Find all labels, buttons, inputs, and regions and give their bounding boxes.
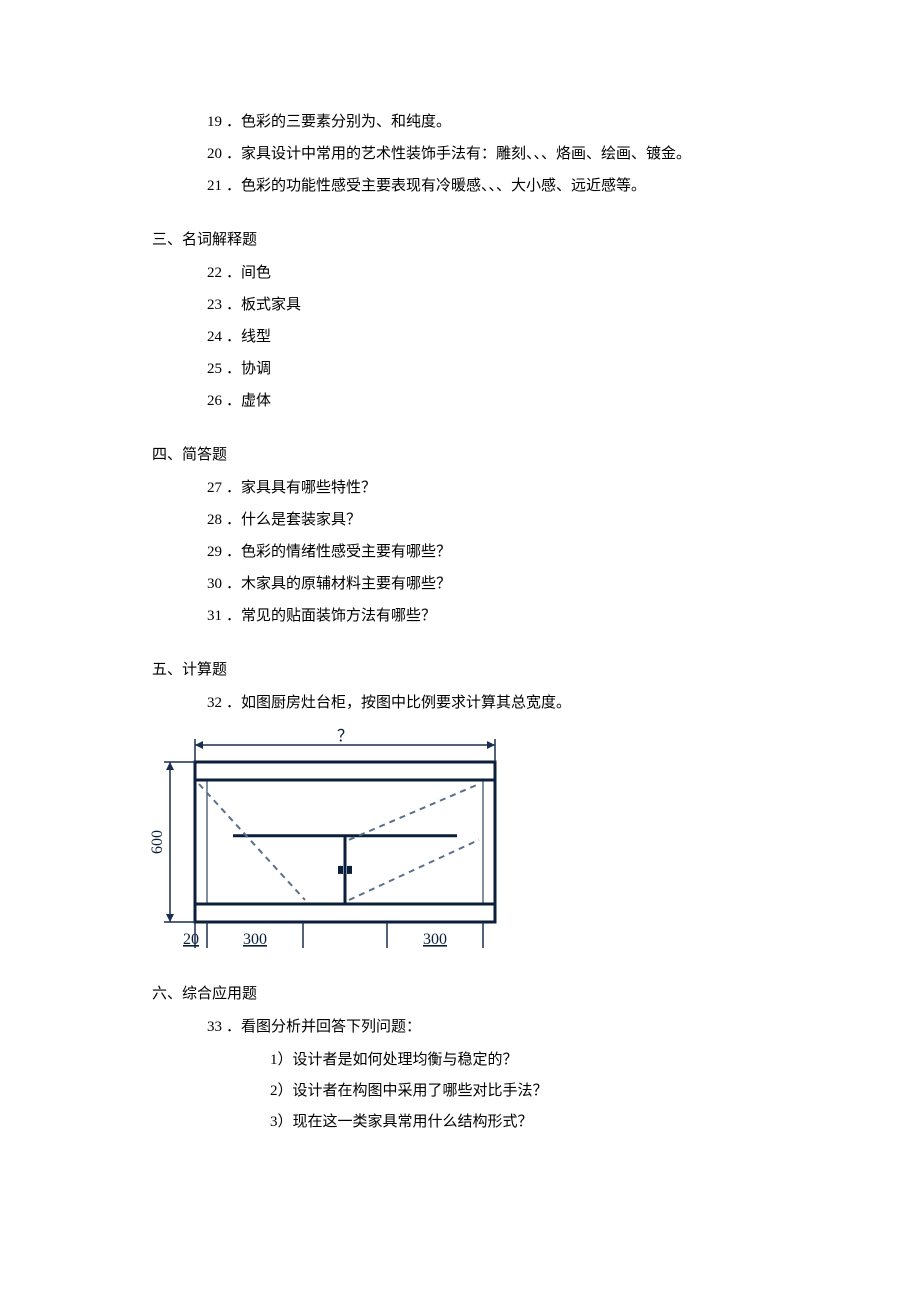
svg-text:？: ？ (337, 728, 353, 745)
item-number: 25 (190, 357, 226, 381)
question-item: 28 ．什么是套装家具？ (140, 508, 780, 532)
item-text: ．什么是套装家具？ (226, 508, 780, 532)
item-number: 27 (190, 476, 226, 500)
svg-text:600: 600 (149, 830, 166, 854)
item-text: ．木家具的原辅材料主要有哪些？ (226, 572, 780, 596)
item-text: ．如图厨房灶台柜，按图中比例要求计算其总宽度。 (226, 691, 780, 715)
item-number: 24 (190, 325, 226, 349)
item-text: ．看图分析并回答下列问题： (226, 1015, 780, 1039)
question-item: 29 ．色彩的情绪性感受主要有哪些？ (140, 540, 780, 564)
fill-in-group: 19 ．色彩的三要素分别为、和纯度。 20 ．家具设计中常用的艺术性装饰手法有：… (140, 110, 780, 198)
item-number: 23 (190, 293, 226, 317)
question-item: 24 ．线型 (140, 325, 780, 349)
question-item: 22 ．间色 (140, 261, 780, 285)
item-text: ．间色 (226, 261, 780, 285)
item-number: 32 (190, 691, 226, 715)
item-text: ．线型 (226, 325, 780, 349)
sub-question: 1）设计者是如何处理均衡与稳定的？ (140, 1047, 780, 1074)
item-text: ．家具设计中常用的艺术性装饰手法有：雕刻、、、烙画、绘画、镀金。 (226, 142, 780, 166)
item-number: 28 (190, 508, 226, 532)
svg-text:20: 20 (183, 931, 199, 948)
short-answer-group: 27 ．家具具有哪些特性？ 28 ．什么是套装家具？ 29 ．色彩的情绪性感受主… (140, 476, 780, 628)
item-text: ．协调 (226, 357, 780, 381)
item-number: 22 (190, 261, 226, 285)
item-text: ．虚体 (226, 389, 780, 413)
section-heading-terms: 三、名词解释题 (140, 228, 780, 249)
item-number: 31 (190, 604, 226, 628)
question-item: 21 ．色彩的功能性感受主要表现有冷暖感、、、大小感、远近感等。 (140, 174, 780, 198)
item-number: 21 (190, 174, 226, 198)
item-text: ．常见的贴面装饰方法有哪些？ (226, 604, 780, 628)
cabinet-figure: ？ 600 20 300 300 (140, 727, 780, 972)
terms-group: 22 ．间色 23 ．板式家具 24 ．线型 25 ．协调 26 ．虚体 (140, 261, 780, 413)
item-number: 30 (190, 572, 226, 596)
question-item: 19 ．色彩的三要素分别为、和纯度。 (140, 110, 780, 134)
question-item: 25 ．协调 (140, 357, 780, 381)
sub-question: 2）设计者在构图中采用了哪些对比手法？ (140, 1078, 780, 1105)
section-heading-calc: 五、计算题 (140, 658, 780, 679)
question-item: 30 ．木家具的原辅材料主要有哪些？ (140, 572, 780, 596)
sub-question: 3）现在这一类家具常用什么结构形式？ (140, 1109, 780, 1136)
svg-text:300: 300 (243, 931, 267, 948)
item-number: 33 (190, 1015, 226, 1039)
question-item: 20 ．家具设计中常用的艺术性装饰手法有：雕刻、、、烙画、绘画、镀金。 (140, 142, 780, 166)
question-item: 26 ．虚体 (140, 389, 780, 413)
question-item: 31 ．常见的贴面装饰方法有哪些？ (140, 604, 780, 628)
item-text: ．色彩的情绪性感受主要有哪些？ (226, 540, 780, 564)
item-number: 26 (190, 389, 226, 413)
question-item: 23 ．板式家具 (140, 293, 780, 317)
calc-question: 32 ．如图厨房灶台柜，按图中比例要求计算其总宽度。 (140, 691, 780, 715)
item-text: ．色彩的三要素分别为、和纯度。 (226, 110, 780, 134)
section-heading-short: 四、简答题 (140, 443, 780, 464)
cabinet-diagram-svg: ？ 600 20 300 300 (140, 727, 505, 967)
item-number: 20 (190, 142, 226, 166)
svg-text:300: 300 (423, 931, 447, 948)
item-text: ．家具具有哪些特性？ (226, 476, 780, 500)
item-number: 29 (190, 540, 226, 564)
item-number: 19 (190, 110, 226, 134)
question-item: 27 ．家具具有哪些特性？ (140, 476, 780, 500)
item-text: ．色彩的功能性感受主要表现有冷暖感、、、大小感、远近感等。 (226, 174, 780, 198)
section-heading-app: 六、综合应用题 (140, 982, 780, 1003)
item-text: ．板式家具 (226, 293, 780, 317)
application-question: 33 ．看图分析并回答下列问题： (140, 1015, 780, 1039)
